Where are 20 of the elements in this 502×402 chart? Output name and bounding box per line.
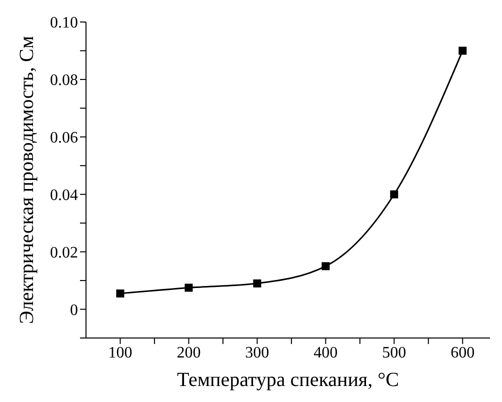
x-tick-label: 400 (314, 344, 338, 362)
x-tick-label: 200 (176, 344, 201, 362)
point (116, 289, 124, 298)
y-tick-label: 0.10 (50, 14, 78, 32)
point (458, 46, 467, 55)
y-tick-label: 0 (70, 302, 78, 319)
y-axis-title: Электрическая проводимость, См (16, 36, 38, 324)
point (253, 279, 262, 288)
point (322, 262, 330, 270)
point (390, 190, 398, 198)
y-tick-label: 0.08 (50, 72, 78, 90)
point (184, 284, 193, 292)
y-tick-label: 0.02 (50, 244, 78, 262)
x-tick-label: 600 (450, 344, 475, 362)
y-tick-label: 0.06 (50, 130, 78, 147)
y-tick-label: 0.04 (50, 187, 78, 204)
x-tick-label: 300 (245, 344, 270, 362)
x-tick-label: 100 (108, 344, 132, 362)
x-tick-label: 500 (382, 344, 406, 362)
x-axis-title: Температура спекания, °C (177, 369, 399, 392)
